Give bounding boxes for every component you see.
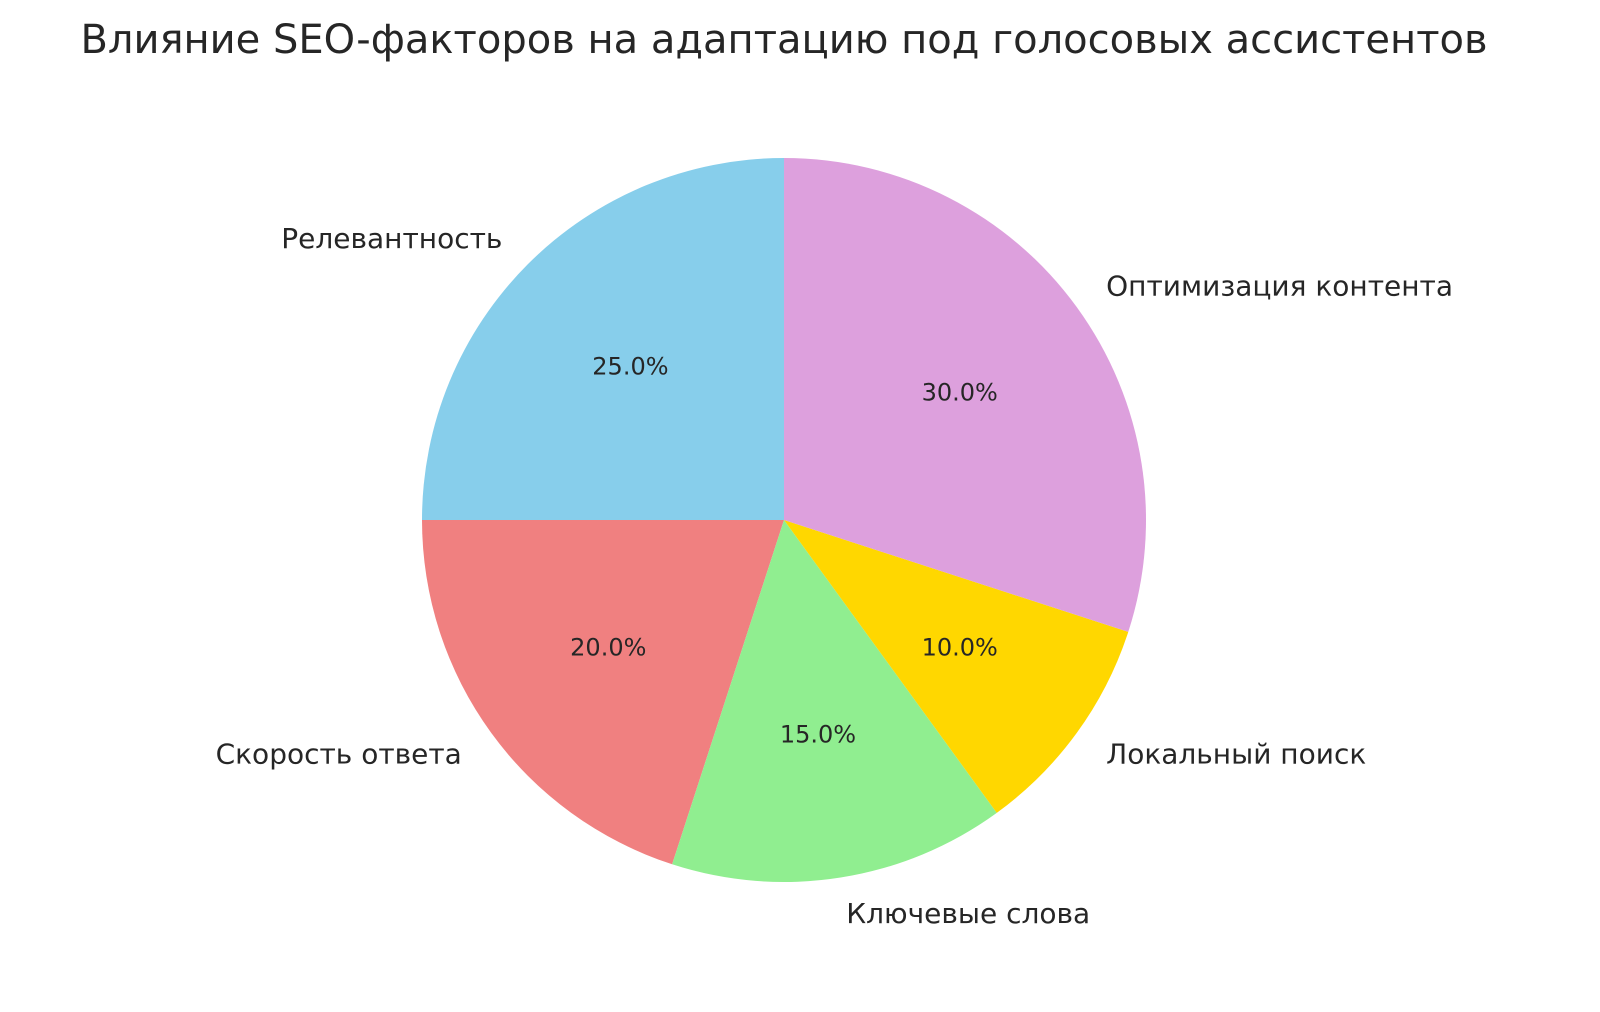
slice-label-3: Ключевые слова bbox=[846, 897, 1090, 930]
slice-percent-2: 20.0% bbox=[570, 634, 646, 662]
slice-label-5: Оптимизация контента bbox=[1106, 269, 1453, 302]
slice-percent-1: 25.0% bbox=[592, 352, 668, 380]
pie-slice-4 bbox=[784, 520, 1129, 813]
slice-percent-5: 30.0% bbox=[922, 378, 998, 406]
slice-label-2: Скорость ответа bbox=[216, 738, 462, 771]
pie-slice-5 bbox=[784, 158, 1146, 632]
pie-slice-1 bbox=[422, 158, 784, 520]
slice-label-1: Релевантность bbox=[281, 222, 502, 255]
slice-label-4: Локальный поиск bbox=[1106, 738, 1366, 771]
pie-slice-2 bbox=[422, 520, 784, 865]
slice-percent-4: 10.0% bbox=[922, 634, 998, 662]
chart-title: Влияние SEO-факторов на адаптацию под го… bbox=[80, 17, 1487, 63]
slice-percent-3: 15.0% bbox=[780, 721, 856, 749]
pie-slice-3 bbox=[672, 520, 997, 882]
